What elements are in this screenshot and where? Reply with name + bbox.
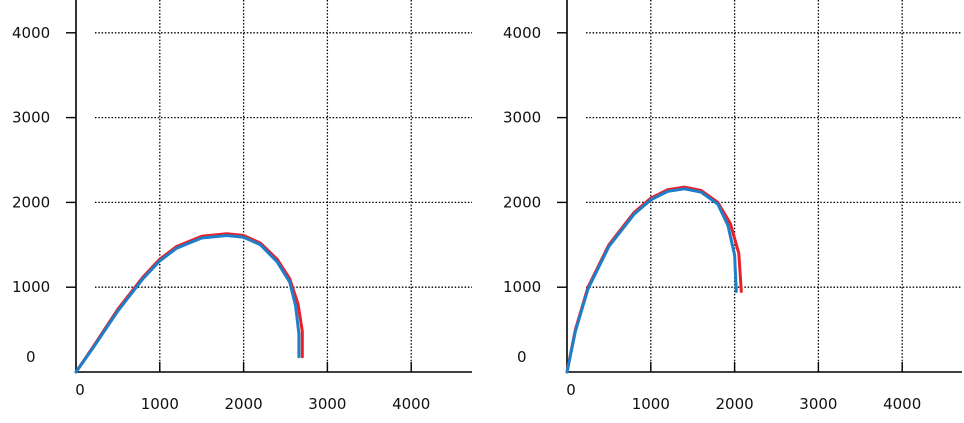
x-tick-label: 1000 (632, 395, 670, 413)
y-tick-label: 1000 (503, 278, 541, 296)
series-line-1 (565, 187, 738, 374)
x-tick-label: 2000 (225, 395, 263, 413)
y-tick-label: 2000 (12, 193, 50, 211)
x-tick-label: 1000 (141, 395, 179, 413)
y-tick-label: 4000 (12, 24, 50, 42)
x-tick-label: 3000 (799, 395, 837, 413)
y-tick-label: 3000 (12, 109, 50, 127)
chart-left: 0 1000 2000 3000 4000 0 1000 2000 3000 4000 (12, 0, 472, 413)
x-tick-label: 3000 (308, 395, 346, 413)
y-tick-label: 4000 (503, 24, 541, 42)
y-tick-label: 1000 (12, 278, 50, 296)
x-tick-label: 4000 (883, 395, 921, 413)
chart-right: 0 1000 2000 3000 4000 0 1000 2000 3000 4000 (503, 0, 962, 413)
x-tick-label: 4000 (392, 395, 430, 413)
x-tick-label: 2000 (716, 395, 754, 413)
x-tick-label: 0 (566, 381, 576, 399)
y-tick-label: 2000 (503, 193, 541, 211)
x-tick-label: 0 (75, 381, 85, 399)
y-tick-label: 0 (26, 348, 36, 366)
y-tick-label: 3000 (503, 109, 541, 127)
y-tick-label: 0 (517, 348, 527, 366)
series-line-1 (74, 234, 301, 374)
